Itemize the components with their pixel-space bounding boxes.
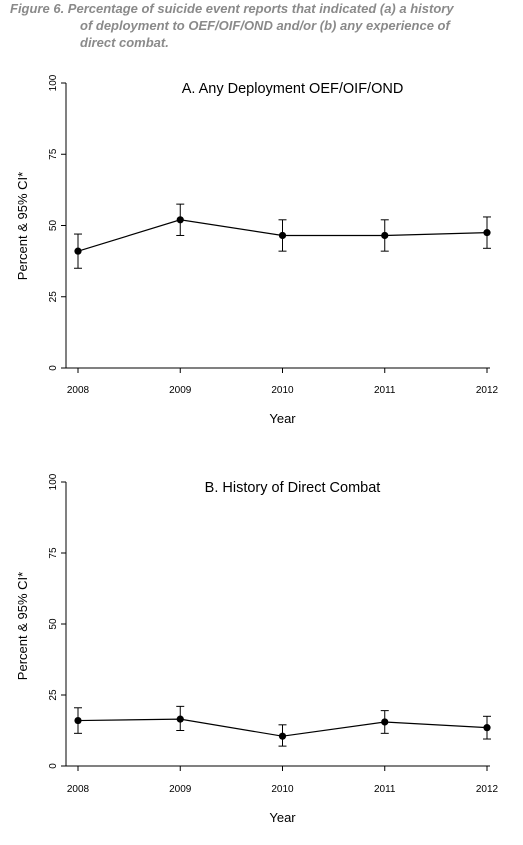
x-tick-label: 2010 — [271, 784, 294, 795]
caption-line-2: of deployment to OEF/OIF/OND and/or (b) … — [80, 18, 450, 33]
y-axis-label: Percent & 95% CI* — [15, 172, 30, 280]
data-point — [278, 732, 287, 740]
chart-title: A. Any Deployment OEF/OIF/OND — [182, 81, 404, 97]
data-point — [381, 718, 389, 726]
x-tick-label: 2011 — [374, 784, 396, 795]
x-axis-label: Year — [269, 810, 296, 825]
x-tick-label: 2009 — [169, 385, 192, 396]
y-tick-label: 75 — [48, 148, 59, 160]
x-tick-label: 2012 — [476, 784, 499, 795]
y-tick-label: 50 — [48, 618, 59, 630]
x-tick-label: 2008 — [67, 784, 90, 795]
y-tick-label: 25 — [48, 689, 59, 701]
x-tick-label: 2009 — [169, 784, 192, 795]
chart-title: B. History of Direct Combat — [205, 480, 381, 496]
data-point — [176, 715, 184, 723]
y-tick-label: 100 — [48, 473, 59, 490]
caption-line-1: Figure 6. Percentage of suicide event re… — [10, 1, 454, 16]
x-tick-label: 2008 — [67, 385, 90, 396]
y-tick-label: 0 — [48, 763, 59, 769]
x-tick-label: 2012 — [476, 385, 499, 396]
y-tick-label: 50 — [48, 220, 59, 232]
chart-panel-b: B. History of Direct Combat 0 25 50 75 100 Per… — [15, 473, 499, 825]
x-tick-label: 2011 — [374, 385, 396, 396]
y-tick-label: 0 — [48, 365, 59, 371]
data-point — [74, 247, 82, 255]
caption-line-3: direct combat. — [80, 35, 169, 50]
data-point — [278, 231, 287, 240]
figure-caption: Figure 6. Percentage of suicide event re… — [10, 0, 515, 51]
x-axis-label: Year — [269, 411, 296, 426]
chart-panel-a: A. Any Deployment OEF/OIF/OND 0 25 50 75 100 P… — [15, 74, 499, 426]
y-tick-label: 75 — [48, 547, 59, 559]
data-point — [176, 216, 184, 224]
data-point — [483, 724, 491, 732]
data-point — [381, 231, 389, 240]
x-tick-label: 2010 — [271, 385, 294, 396]
y-axis-label: Percent & 95% CI* — [15, 572, 30, 680]
data-point — [74, 716, 82, 725]
y-tick-label: 25 — [48, 291, 59, 303]
y-tick-label: 100 — [48, 74, 59, 91]
data-point — [483, 229, 491, 237]
